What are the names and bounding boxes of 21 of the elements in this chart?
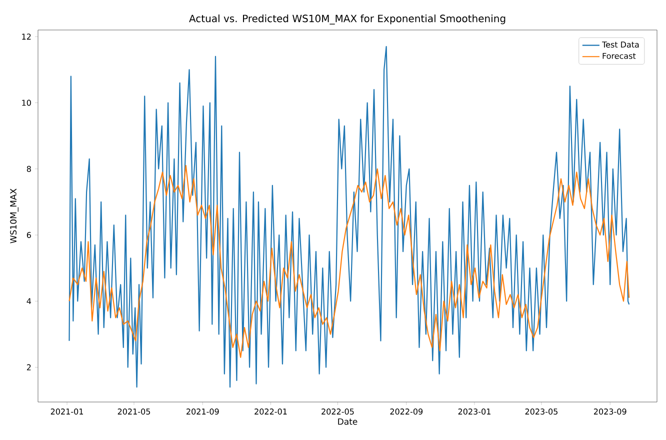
x-tick-label: 2023-05: [525, 408, 558, 415]
y-tick-label: 6: [26, 232, 31, 238]
legend-label: Test Data: [602, 42, 639, 48]
y-axis-title: WS10M_MAX: [10, 188, 18, 244]
x-tick-label: 2022-01: [254, 408, 287, 415]
x-tick-label: 2021-05: [118, 408, 150, 415]
chart-title: Actual vs. Predicted WS10M_MAX for Exponential Smoothening: [189, 14, 506, 24]
y-tick-label: 10: [22, 100, 31, 106]
x-tick-label: 2022-09: [390, 408, 423, 415]
x-tick-label: 2021-09: [186, 408, 219, 415]
y-tick-label: 8: [26, 166, 31, 172]
x-tick-label: 2023-09: [594, 408, 626, 415]
x-tick-label: 2022-05: [322, 408, 354, 415]
line-series: [68, 165, 630, 358]
legend-label: Forecast: [602, 52, 636, 59]
y-tick-label: 2: [26, 364, 31, 370]
x-tick-label: 2021-01: [50, 408, 83, 415]
y-tick-label: 12: [22, 34, 31, 40]
y-tick-label: 4: [26, 298, 32, 304]
x-axis-title: Date: [338, 418, 358, 425]
x-tick-label: 2023-01: [458, 408, 490, 415]
